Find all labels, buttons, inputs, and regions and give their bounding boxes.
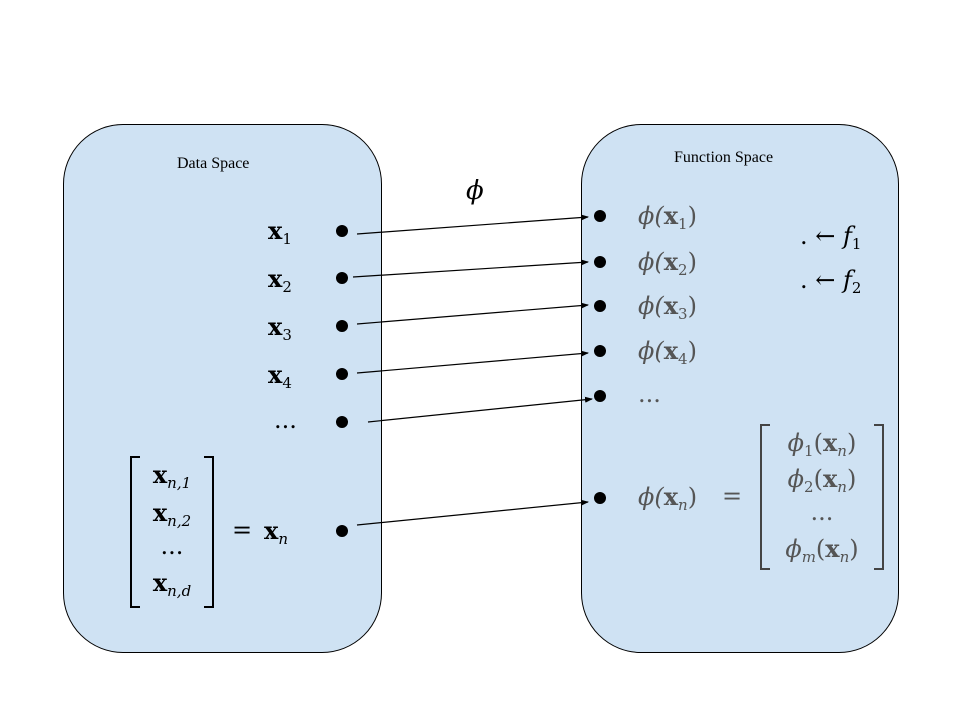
xn-row-ellipsis: ... xyxy=(160,532,184,560)
left-dot-2 xyxy=(336,272,348,284)
right-bracket xyxy=(874,424,884,570)
phi-xn-equals: = xyxy=(722,482,743,510)
phi-row-m: ϕm(xn) xyxy=(785,534,859,566)
left-dot-n xyxy=(336,525,348,537)
right-dot-5 xyxy=(594,390,606,402)
right-dot-3 xyxy=(594,300,606,312)
f1-label: . ← f1 xyxy=(800,222,862,253)
xn-equals: = xyxy=(232,516,253,544)
left-dot-1 xyxy=(336,225,348,237)
xn-row-1: xn,1 xyxy=(152,460,192,492)
left-dot-5 xyxy=(336,416,348,428)
data-space-panel xyxy=(63,124,382,653)
right-item-phi-x2: ϕ(x2) xyxy=(638,247,697,279)
arrow-5 xyxy=(367,396,593,423)
xn-row-d: xn,d xyxy=(152,568,192,600)
left-item-x4: x4 xyxy=(268,360,292,392)
right-dot-4 xyxy=(594,345,606,357)
xn-vector-matrix: xn,1 xn,2 ... xn,d xyxy=(130,456,214,608)
left-item-ellipsis: ... xyxy=(274,406,297,434)
left-dot-4 xyxy=(336,368,348,380)
phi-row-2: ϕ2(xn) xyxy=(787,464,857,496)
left-item-x1: x1 xyxy=(268,216,292,248)
arrow-n xyxy=(356,499,589,526)
arrow-1 xyxy=(356,214,589,235)
left-bracket xyxy=(130,456,140,608)
right-dot-1 xyxy=(594,210,606,222)
phi-xn-lhs: ϕ(xn) xyxy=(638,482,698,514)
arrow-3 xyxy=(356,302,589,325)
f2-label: . ← f2 xyxy=(800,266,862,297)
right-item-phi-x4: ϕ(x4) xyxy=(638,336,697,368)
xn-result: xn xyxy=(264,516,288,548)
right-item-phi-x3: ϕ(x3) xyxy=(638,291,697,323)
left-dot-3 xyxy=(336,320,348,332)
xn-row-2: xn,2 xyxy=(152,498,192,530)
function-space-title: Function Space xyxy=(674,149,774,166)
phi-row-ellipsis: ... xyxy=(810,498,834,526)
arrow-4 xyxy=(356,350,589,374)
function-space-panel xyxy=(581,124,899,653)
right-dot-2 xyxy=(594,256,606,268)
arrow-2 xyxy=(352,259,589,278)
left-item-x2: x2 xyxy=(268,264,292,296)
left-bracket xyxy=(760,424,770,570)
left-item-x3: x3 xyxy=(268,312,292,344)
right-item-phi-x1: ϕ(x1) xyxy=(638,201,697,233)
right-dot-n xyxy=(594,492,606,504)
phi-xn-matrix: ϕ1(xn) ϕ2(xn) ... ϕm(xn) xyxy=(760,424,884,570)
right-item-ellipsis: ... xyxy=(638,380,661,408)
phi-row-1: ϕ1(xn) xyxy=(787,428,857,460)
data-space-title: Data Space xyxy=(177,155,250,172)
phi-map-label: ϕ xyxy=(466,176,484,206)
right-bracket xyxy=(204,456,214,608)
